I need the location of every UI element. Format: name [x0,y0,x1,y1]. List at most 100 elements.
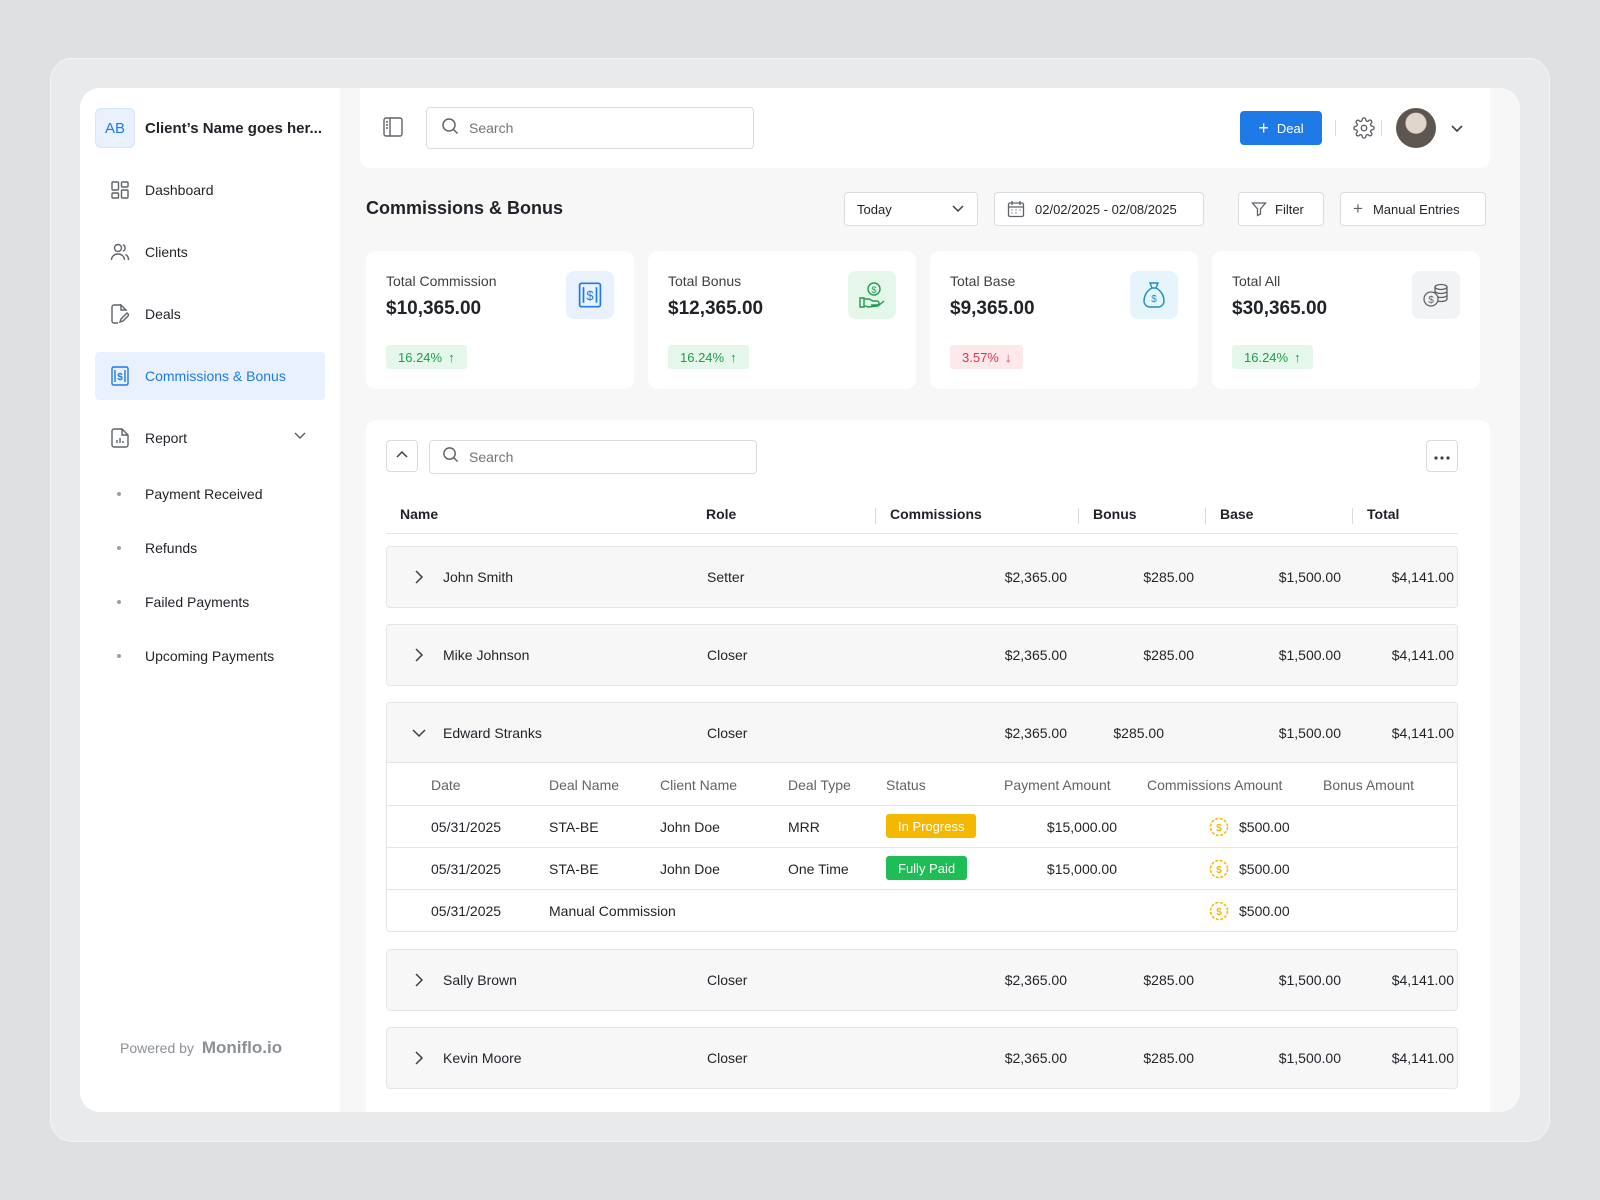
column-header-name[interactable]: Name [400,506,439,522]
chevron-down-icon [951,201,965,218]
column-header-commissions[interactable]: Commissions [890,506,982,522]
add-deal-button[interactable]: + Deal [1240,111,1322,145]
sidebar-item-dashboard[interactable]: Dashboard [95,166,325,214]
cell-bonus: $285.00 [1143,569,1194,585]
cell-commissions: $2,365.00 [1004,1050,1067,1066]
sidebar: AB Client’s Name goes her... Dashboard C… [80,88,340,1112]
filter-label: Filter [1275,201,1304,217]
detail-header-deal-name: Deal Name [549,777,620,793]
table-row[interactable]: Kevin Moore Closer $2,365.00 $285.00 $1,… [386,1027,1458,1089]
client-avatar: AB [95,108,135,148]
status-badge: Fully Paid [886,856,968,880]
chevron-down-icon[interactable] [1450,121,1464,140]
chevron-down-icon[interactable] [293,428,307,445]
detail-deal-type: One Time [788,861,849,877]
sidebar-item-report[interactable]: Report [95,414,325,462]
gear-icon[interactable] [1353,117,1375,144]
sidebar-item-clients[interactable]: Clients [95,228,325,276]
coin-icon: $ [1209,901,1229,921]
period-select[interactable]: Today [844,192,978,226]
header-divider [386,533,1458,534]
column-divider [1205,508,1206,524]
cell-name: Kevin Moore [443,1050,522,1066]
chevron-right-icon[interactable] [409,970,429,993]
column-divider [1352,508,1353,524]
change-badge: 3.57% ↓ [950,345,1024,369]
svg-text:$: $ [1216,907,1222,918]
table-row[interactable]: John Smith Setter $2,365.00 $285.00 $1,5… [386,546,1458,608]
card-label: Total Base [950,273,1016,289]
table-row[interactable]: Edward Stranks Closer $2,365.00 $285.00 … [387,703,1457,763]
card-label: Total Commission [386,273,497,289]
sidebar-subitem-payment-received[interactable]: Payment Received [95,476,325,512]
sidebar-item-label: Clients [145,244,188,260]
table-row[interactable]: Sally Brown Closer $2,365.00 $285.00 $1,… [386,949,1458,1011]
cell-bonus: $285.00 [1143,647,1194,663]
cell-name: John Smith [443,569,514,585]
svg-text:$: $ [1151,294,1157,305]
cell-base: $1,500.00 [1278,972,1341,988]
sidebar-subitem-label: Refunds [145,540,198,556]
column-header-role[interactable]: Role [706,506,737,522]
report-icon [109,427,131,449]
brand-logo: Moniflo.io [201,1038,283,1057]
table-search[interactable] [429,440,757,474]
cell-commissions: $2,365.00 [1004,647,1067,663]
sidebar-subitem-refunds[interactable]: Refunds [95,530,325,566]
sidebar-subitem-upcoming-payments[interactable]: Upcoming Payments [95,638,325,674]
detail-payment-amount: $15,000.00 [1046,819,1117,835]
coins-stack-icon: $ [1412,271,1460,319]
sidebar-item-deals[interactable]: Deals [95,290,325,338]
card-total-bonus: Total Bonus $12,365.00 $ 16.24% ↑ [648,251,916,389]
date-range-picker[interactable]: 02/02/2025 - 02/08/2025 [994,192,1204,226]
detail-header-bonus-amount: Bonus Amount [1323,777,1415,793]
card-total-all: Total All $30,365.00 $ 16.24% ↑ [1212,251,1480,389]
change-value: 16.24% [398,349,443,365]
svg-text:$: $ [1216,865,1222,876]
bullet-icon [117,600,121,604]
search-input[interactable] [469,120,719,136]
topbar: + Deal [360,88,1490,168]
commissions-table-panel: Name Role Commissions Bonus Base Total J… [366,420,1490,1112]
calendar-icon [1007,200,1025,218]
expanded-row: Edward Stranks Closer $2,365.00 $285.00 … [386,702,1458,932]
detail-deal-name: STA-BE [549,819,599,835]
sidebar-subitem-failed-payments[interactable]: Failed Payments [95,584,325,620]
add-deal-label: Deal [1276,120,1304,136]
svg-text:$: $ [1216,823,1222,834]
change-badge: 16.24% ↑ [386,345,467,369]
cell-role: Setter [707,569,745,585]
table-row[interactable]: Mike Johnson Closer $2,365.00 $285.00 $1… [386,624,1458,686]
chevron-right-icon[interactable] [409,645,429,668]
card-value: $30,365.00 [1232,298,1328,319]
detail-header-client-name: Client Name [660,777,738,793]
chevron-down-icon[interactable] [409,723,429,746]
card-total-base: Total Base $9,365.00 $ 3.57% ↓ [930,251,1198,389]
filter-button[interactable]: Filter [1238,192,1324,226]
user-avatar[interactable] [1396,108,1436,148]
table-search-input[interactable] [469,449,719,465]
sidebar-item-label: Dashboard [145,182,214,198]
column-header-bonus[interactable]: Bonus [1093,506,1137,522]
chevron-right-icon[interactable] [409,1048,429,1071]
global-search[interactable] [426,107,754,149]
column-header-total[interactable]: Total [1367,506,1400,522]
column-header-base[interactable]: Base [1220,506,1254,522]
divider [387,889,1457,890]
powered-by: Powered by Moniflo.io [120,1038,282,1058]
sidebar-item-commissions[interactable]: $ Commissions & Bonus [95,352,325,400]
arrow-down-icon: ↓ [1004,349,1012,365]
cell-name: Sally Brown [443,972,517,988]
manual-entries-button[interactable]: + Manual Entries [1340,192,1486,226]
sidebar-item-label: Report [145,430,188,446]
client-switcher[interactable]: AB Client’s Name goes her... [95,108,322,148]
detail-payment-amount: $15,000.00 [1046,861,1117,877]
dollar-receipt-icon: $ [109,365,131,387]
chevron-right-icon[interactable] [409,567,429,590]
sidebar-subitem-label: Upcoming Payments [145,648,275,664]
sidebar-toggle-icon[interactable] [382,116,404,143]
detail-deal-name: Manual Commission [549,903,676,919]
collapse-all-button[interactable] [386,440,418,472]
more-options-button[interactable] [1426,440,1458,472]
sidebar-item-label: Commissions & Bonus [145,368,286,384]
